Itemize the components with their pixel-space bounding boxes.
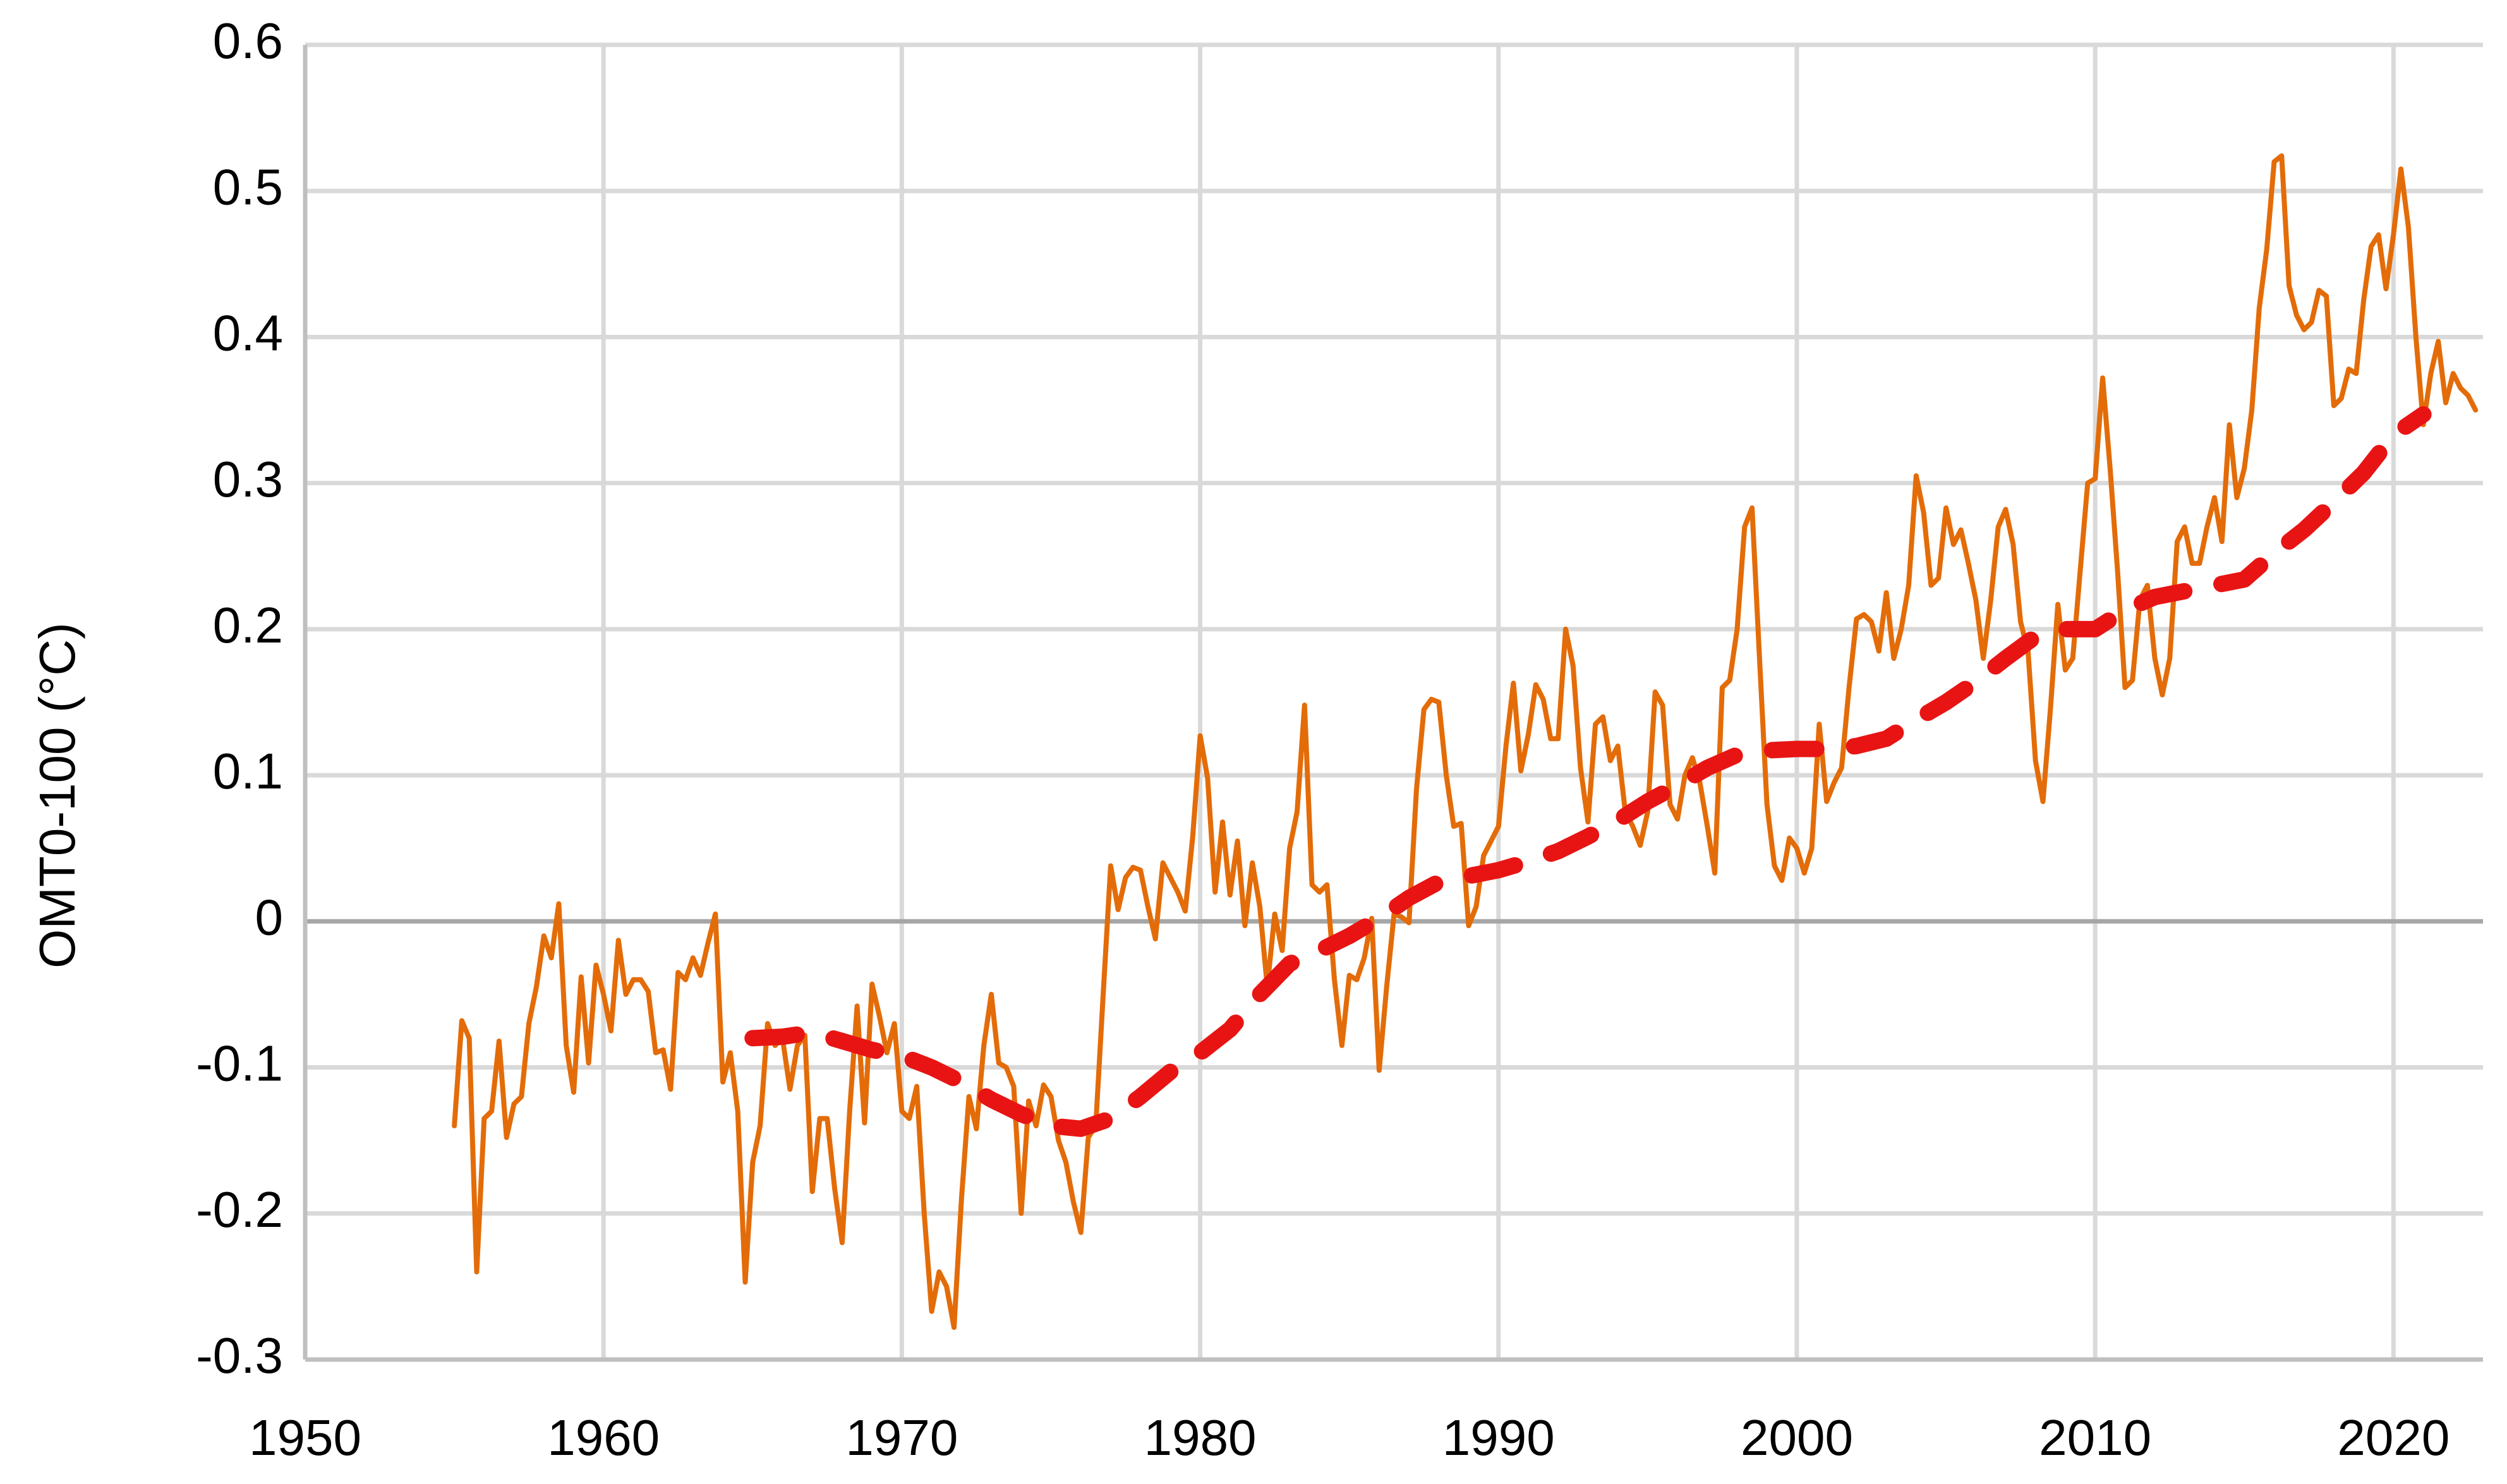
y-tick-label: 0.3 xyxy=(213,451,283,507)
x-tick-label: 2010 xyxy=(2039,1409,2151,1466)
y-tick-label: 0 xyxy=(255,889,284,945)
y-tick-label: 0.6 xyxy=(213,13,283,69)
x-tick-label: 1980 xyxy=(1144,1409,1257,1466)
y-tick-label: 0.4 xyxy=(213,305,283,361)
trend-line xyxy=(744,406,2432,1137)
y-tick-label: -0.1 xyxy=(196,1035,283,1092)
y-axis-label: OMT0-100 (°C) xyxy=(29,622,85,968)
y-tick-label: -0.2 xyxy=(196,1181,283,1238)
x-tick-label: 2000 xyxy=(1741,1409,1853,1466)
x-tick-label: 1950 xyxy=(249,1409,361,1466)
x-tick-label: 2020 xyxy=(2337,1409,2450,1466)
y-tick-label: 0.2 xyxy=(213,597,283,653)
y-tick-label: 0.1 xyxy=(213,743,283,799)
x-tick-label: 1970 xyxy=(845,1409,958,1466)
y-tick-label: 0.5 xyxy=(213,159,283,215)
x-tick-label: 1990 xyxy=(1442,1409,1555,1466)
y-tick-label: -0.3 xyxy=(196,1327,283,1384)
x-tick-label: 1960 xyxy=(547,1409,660,1466)
data-line xyxy=(452,153,2479,1330)
